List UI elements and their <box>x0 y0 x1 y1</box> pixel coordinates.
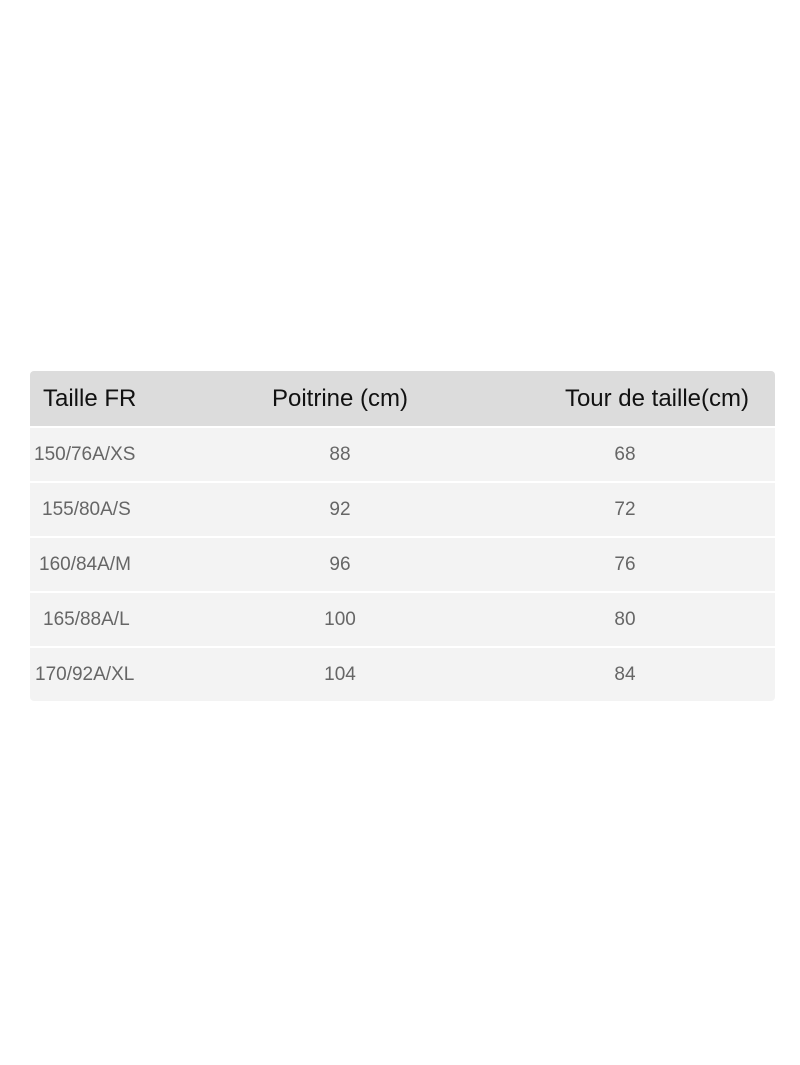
cell-waist: 68 <box>614 443 636 465</box>
table-row: 170/92A/XL 104 84 <box>30 646 775 701</box>
cell-chest: 88 <box>329 443 351 465</box>
cell-size: 165/88A/L <box>43 608 130 630</box>
cell-chest: 96 <box>329 553 351 575</box>
cell-waist: 76 <box>614 553 636 575</box>
header-size: Taille FR <box>43 384 137 412</box>
cell-chest: 100 <box>324 608 356 630</box>
table-row: 150/76A/XS 88 68 <box>30 426 775 481</box>
cell-size: 160/84A/M <box>39 553 131 575</box>
header-waist: Tour de taille(cm) <box>564 384 749 412</box>
cell-waist: 84 <box>614 663 636 685</box>
table-row: 155/80A/S 92 72 <box>30 481 775 536</box>
cell-size: 155/80A/S <box>42 498 131 520</box>
table-header: Taille FR Poitrine (cm) Tour de taille(c… <box>30 371 775 426</box>
cell-chest: 92 <box>329 498 351 520</box>
cell-chest: 104 <box>324 663 356 685</box>
table-row: 160/84A/M 96 76 <box>30 536 775 591</box>
cell-waist: 80 <box>614 608 636 630</box>
cell-waist: 72 <box>614 498 636 520</box>
cell-size: 170/92A/XL <box>35 663 135 685</box>
table-row: 165/88A/L 100 80 <box>30 591 775 646</box>
cell-size: 150/76A/XS <box>34 443 136 465</box>
size-chart-table: Taille FR Poitrine (cm) Tour de taille(c… <box>30 371 775 701</box>
header-chest: Poitrine (cm) <box>271 384 409 412</box>
